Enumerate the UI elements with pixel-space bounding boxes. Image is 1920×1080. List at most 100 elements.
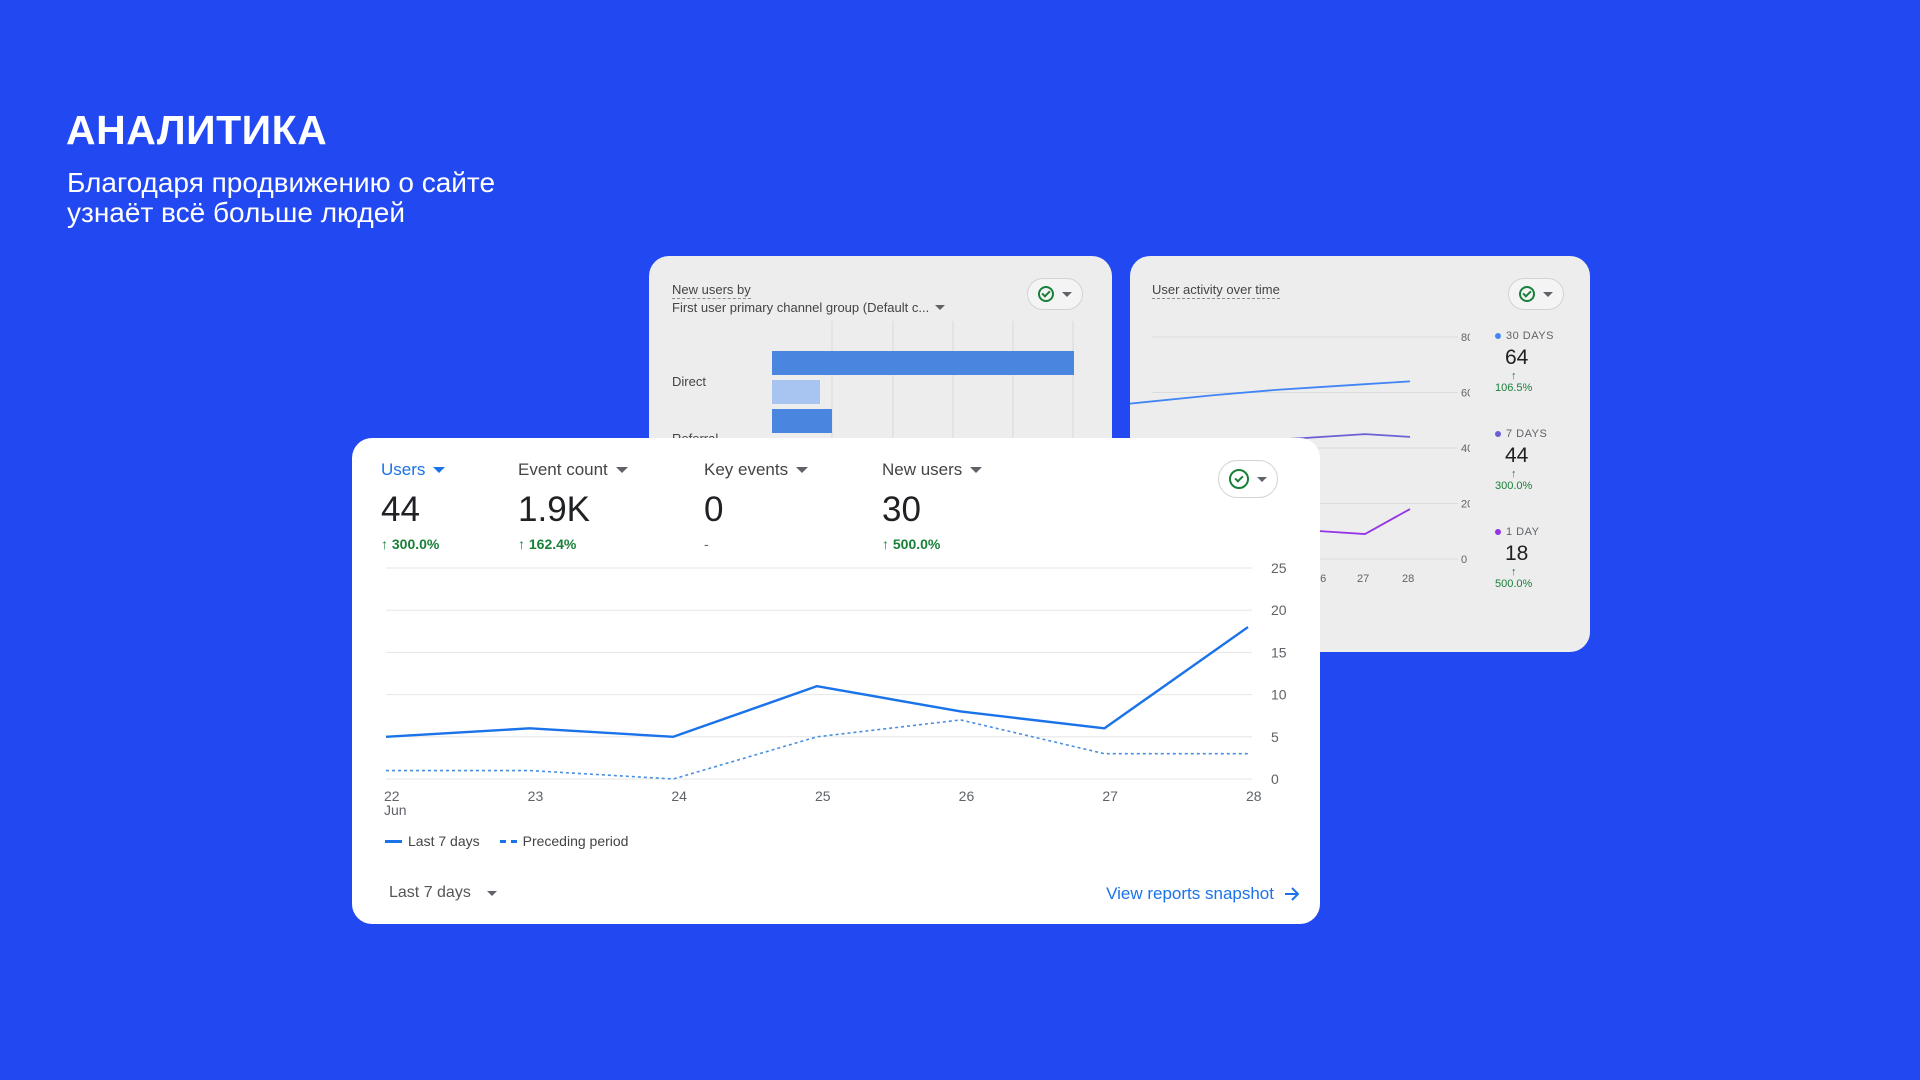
metric-change-value: 500.0% — [892, 536, 941, 552]
activity-series-line — [1130, 380, 1411, 405]
metric-change: ↑ 162.4% — [518, 536, 628, 552]
page-heading: АНАЛИТИКА — [66, 107, 328, 153]
metric-label-text: Event count — [518, 460, 608, 479]
x-tick-label: 24 — [671, 788, 687, 804]
activity-stat-label: 7 DAYS — [1495, 428, 1547, 440]
activity-stat-label: 1 DAY — [1495, 526, 1539, 538]
date-range-selector[interactable]: Last 7 days — [389, 884, 497, 902]
arrow-up-icon: ↑ — [518, 536, 529, 552]
page-subheading: Благодаря продвижению о сайте узнаёт всё… — [67, 168, 627, 228]
y-tick-label: 25 — [1271, 560, 1287, 576]
activity-stat-value: 18 — [1505, 542, 1529, 565]
arrow-up-icon: ↑ — [381, 536, 392, 552]
activity-stat-label-text: 30 DAYS — [1506, 330, 1554, 342]
arrow-up-icon: ↑ — [1511, 468, 1517, 480]
x-tick-label: 27 — [1357, 573, 1369, 585]
y-tick-label: 0 — [1271, 771, 1279, 787]
metric-value: 30 — [882, 490, 921, 529]
activity-stat: 30 DAYS 64 ↑ 106.5% — [1495, 330, 1554, 394]
metric-label-text: New users — [882, 460, 963, 479]
metric-users[interactable]: Users 44 ↑ 300.0% — [381, 460, 446, 552]
channel-bar-referral — [772, 409, 832, 433]
x-tick-sublabel: Jun — [384, 802, 407, 818]
y-tick-label: 60 — [1461, 388, 1470, 400]
series-dot-icon — [1495, 333, 1501, 339]
activity-stat-value: 44 — [1505, 444, 1529, 467]
series-dot-icon — [1495, 529, 1501, 535]
chevron-down-icon — [486, 890, 497, 896]
legend-dashed-swatch — [499, 839, 517, 843]
y-tick-label: 0 — [1461, 554, 1467, 566]
metric-change-value: 162.4% — [528, 536, 577, 552]
comparison-status-pill[interactable] — [1027, 278, 1083, 310]
series-line-last-7-days — [385, 626, 1249, 738]
chevron-down-icon — [615, 467, 628, 473]
metric-label[interactable]: Users — [381, 460, 446, 480]
channel-row-label: Direct — [672, 374, 706, 389]
check-circle-icon — [1229, 469, 1249, 489]
metric-value: 0 — [704, 490, 724, 529]
activity-stat-label-text: 1 DAY — [1506, 526, 1540, 538]
y-tick-label: 15 — [1271, 644, 1287, 660]
chart-legend: Last 7 days Preceding period — [385, 833, 628, 849]
view-reports-link[interactable]: View reports snapshot — [1106, 884, 1300, 904]
channel-title-line1: New users by — [672, 282, 751, 299]
comparison-status-pill[interactable] — [1218, 460, 1278, 498]
metric-event-count[interactable]: Event count 1.9K ↑ 162.4% — [518, 460, 628, 552]
y-tick-label: 5 — [1271, 729, 1279, 745]
y-tick-label: 20 — [1461, 499, 1470, 511]
arrow-right-icon — [1285, 887, 1300, 901]
users-line-chart: 25 20 15 10 5 0 22 23 24 25 26 27 28 Jun — [384, 560, 1287, 818]
check-circle-icon — [1038, 286, 1054, 302]
users-overview-card: Users 44 ↑ 300.0% Event count 1.9K ↑ 162.4% Ke… — [352, 438, 1320, 924]
activity-stat: 7 DAYS 44 ↑ 300.0% — [1495, 428, 1547, 492]
x-tick-label: 26 — [959, 788, 975, 804]
metric-change-value: - — [704, 536, 709, 552]
chevron-down-icon — [970, 467, 983, 473]
activity-card-title[interactable]: User activity over time — [1152, 282, 1280, 299]
metric-label-text: Users — [381, 460, 426, 479]
legend-current-label: Last 7 days — [408, 833, 480, 849]
x-tick-label: 25 — [815, 788, 831, 804]
channel-card-title[interactable]: New users by First user primary channel … — [672, 282, 946, 315]
chevron-down-icon — [1257, 476, 1267, 482]
x-tick-label: 27 — [1102, 788, 1118, 804]
series-dot-icon — [1495, 431, 1501, 437]
metric-change: - — [704, 536, 808, 552]
chevron-down-icon — [433, 467, 446, 473]
metric-label[interactable]: Key events — [704, 460, 809, 480]
metric-change-value: 300.0% — [391, 536, 440, 552]
y-tick-label: 10 — [1271, 687, 1287, 703]
metric-label[interactable]: Event count — [518, 460, 628, 480]
channel-bar-direct — [772, 351, 1074, 375]
activity-stat-value: 64 — [1505, 346, 1529, 369]
chevron-down-icon — [935, 305, 946, 310]
metric-change: ↑ 500.0% — [882, 536, 982, 552]
arrow-up-icon: ↑ — [882, 536, 893, 552]
comparison-status-pill[interactable] — [1508, 278, 1564, 310]
metric-value: 1.9K — [518, 490, 590, 529]
chevron-down-icon — [1543, 291, 1553, 297]
metric-value: 44 — [381, 490, 420, 529]
y-tick-label: 40 — [1461, 443, 1470, 455]
subheading-line: Благодаря продвижению о сайте — [67, 167, 496, 198]
activity-stat: 1 DAY 18 ↑ 500.0% — [1495, 526, 1539, 590]
x-tick-label: 28 — [1246, 788, 1262, 804]
metric-label[interactable]: New users — [882, 460, 983, 480]
activity-stat-change: 106.5% — [1495, 382, 1533, 394]
metric-key-events[interactable]: Key events 0 - — [704, 460, 809, 552]
view-reports-label: View reports snapshot — [1106, 884, 1274, 903]
x-tick-label: 22 — [384, 788, 400, 804]
arrow-up-icon: ↑ — [1511, 566, 1517, 578]
metric-new-users[interactable]: New users 30 ↑ 500.0% — [882, 460, 983, 552]
activity-stat-change: 300.0% — [1495, 480, 1533, 492]
arrow-up-icon: ↑ — [1511, 370, 1517, 382]
activity-stat-label-text: 7 DAYS — [1506, 428, 1548, 440]
subheading-line: узнаёт всё больше людей — [67, 197, 405, 228]
legend-previous-label: Preceding period — [522, 833, 629, 849]
chevron-down-icon — [796, 467, 809, 473]
x-tick-label: 28 — [1402, 573, 1414, 585]
channel-title-line2: First user primary channel group (Defaul… — [672, 300, 930, 315]
date-range-label: Last 7 days — [389, 884, 471, 901]
metrics-row: Users 44 ↑ 300.0% Event count 1.9K ↑ 162.4% Ke… — [381, 460, 1181, 560]
